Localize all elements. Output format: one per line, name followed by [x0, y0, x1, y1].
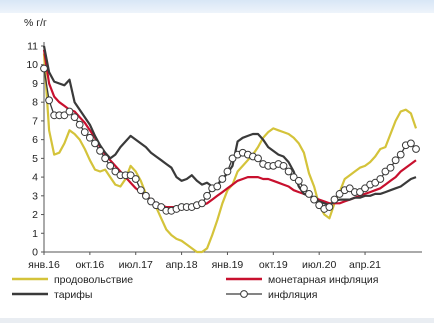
series-point	[376, 175, 385, 183]
legend-marker	[240, 290, 248, 298]
chart-legend: продовольствие монетарная инфляция тарифы и…	[12, 274, 378, 301]
series-point	[106, 161, 115, 170]
series-point	[305, 190, 313, 198]
legend-label: инфляция	[268, 289, 317, 301]
series-point	[396, 150, 405, 159]
chart-series	[40, 45, 420, 254]
series-point	[70, 113, 79, 122]
y-tick-label: 4	[32, 172, 38, 184]
series-point	[223, 167, 232, 176]
header-band	[0, 0, 434, 13]
series-point	[361, 184, 369, 193]
y-unit-label: % г/г	[24, 17, 47, 29]
series-point	[80, 128, 89, 137]
series-line	[42, 45, 417, 207]
series-point	[142, 191, 150, 200]
chart-axes: % г/г 0 1 2 3 4 5 6 7 8 9 10 11 янв.16 окт.16 июл.17 апр…	[24, 17, 422, 271]
x-tick-label: апр.18	[166, 259, 198, 271]
series-point	[126, 171, 135, 180]
series-point	[386, 163, 395, 172]
y-tick-label: 0	[32, 247, 38, 259]
series-point	[371, 178, 380, 187]
series-point	[356, 188, 364, 196]
series-point	[111, 167, 120, 176]
series-point	[213, 182, 222, 191]
series-point	[65, 107, 74, 116]
x-tick-label: июл.17	[119, 259, 153, 271]
series-point	[60, 111, 69, 120]
series-point	[91, 139, 99, 148]
series-line	[42, 49, 417, 210]
series-point	[345, 184, 354, 193]
legend-label: тарифы	[54, 289, 92, 301]
legend-label: монетарная инфляция	[268, 274, 378, 286]
y-tick-label: 9	[32, 78, 38, 90]
series-point	[75, 120, 84, 129]
bottom-rule	[0, 318, 434, 323]
series-point	[157, 203, 166, 211]
x-tick-label: окт.16	[75, 259, 104, 271]
series-point	[198, 199, 206, 208]
series-point	[330, 195, 339, 204]
y-tick-label: 3	[32, 190, 38, 202]
y-tick-label: 5	[32, 153, 38, 165]
y-tick-label: 11	[27, 41, 38, 53]
series-point	[284, 167, 293, 176]
series-point	[412, 145, 420, 153]
series-point	[136, 186, 145, 195]
y-tick-label: 7	[32, 115, 38, 127]
y-tick-label: 10	[26, 59, 38, 71]
y-tick-label: 2	[32, 209, 38, 221]
series-point	[391, 156, 400, 165]
series-point	[40, 64, 48, 73]
series-point	[325, 203, 334, 211]
y-tick-label: 6	[32, 134, 38, 146]
series-point	[310, 195, 318, 204]
x-tick-label: янв.16	[28, 259, 60, 271]
series-point	[131, 175, 140, 183]
series-point	[203, 191, 211, 200]
series-point	[315, 201, 324, 210]
series-point	[218, 175, 227, 183]
series-point	[228, 154, 237, 163]
legend-label: продовольствие	[54, 274, 133, 286]
series-point	[381, 167, 390, 176]
x-tick-label: окт.19	[259, 259, 288, 271]
series-point	[299, 184, 308, 193]
series-point	[279, 161, 288, 170]
series-point	[85, 133, 94, 142]
series-point	[254, 154, 262, 163]
series-point	[101, 154, 110, 163]
x-tick-label: янв.19	[212, 259, 244, 271]
series-point	[289, 173, 298, 181]
series-point	[45, 96, 53, 105]
series-point	[294, 176, 303, 185]
x-tick-label: июл.20	[302, 259, 336, 271]
x-tick-label: апр.21	[349, 259, 381, 271]
series-point	[96, 146, 104, 155]
series-point	[335, 190, 344, 198]
series-point	[407, 139, 415, 148]
series-point	[147, 197, 155, 206]
y-tick-label: 1	[32, 228, 38, 240]
y-tick-label: 8	[32, 97, 38, 109]
